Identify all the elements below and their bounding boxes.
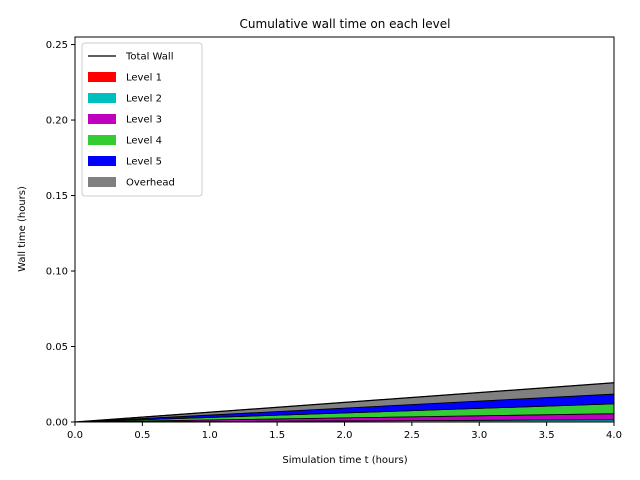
y-tick-label: 0.00 xyxy=(46,418,68,429)
y-tick-label: 0.25 xyxy=(46,40,68,51)
legend-label: Level 1 xyxy=(126,73,162,84)
x-tick-label: 3.5 xyxy=(539,430,555,441)
y-tick-label: 0.15 xyxy=(46,191,68,202)
legend-swatch-3 xyxy=(88,114,116,124)
x-tick-label: 1.5 xyxy=(269,430,285,441)
y-tick-label: 0.20 xyxy=(46,116,68,127)
legend-swatch-5 xyxy=(88,156,116,166)
x-tick-label: 0.0 xyxy=(67,430,83,441)
y-axis: 0.00 0.05 0.10 0.15 0.20 0.25 xyxy=(46,40,75,429)
legend-label: Level 2 xyxy=(126,94,162,105)
x-axis-label: Simulation time t (hours) xyxy=(282,455,407,466)
x-tick-label: 2.0 xyxy=(337,430,353,441)
x-tick-label: 0.5 xyxy=(134,430,150,441)
x-tick-label: 4.0 xyxy=(606,430,622,441)
x-tick-label: 3.0 xyxy=(471,430,487,441)
x-tick-label: 2.5 xyxy=(404,430,420,441)
x-axis: 0.0 0.5 1.0 1.5 2.0 2.5 3.0 3.5 4.0 xyxy=(67,422,622,441)
chart-title: Cumulative wall time on each level xyxy=(240,17,451,31)
legend: Total Wall Level 1 Level 2 Level 3 Level 4 Le… xyxy=(81,42,203,197)
total-wall-line xyxy=(74,382,615,423)
legend-label: Level 4 xyxy=(126,136,162,147)
legend-label: Level 3 xyxy=(126,115,162,126)
plot-area xyxy=(74,36,615,423)
legend-swatch-6 xyxy=(88,177,116,187)
y-tick-label: 0.10 xyxy=(46,267,68,278)
legend-swatch-1 xyxy=(88,72,116,82)
x-tick-label: 1.0 xyxy=(202,430,218,441)
legend-label: Overhead xyxy=(126,178,175,189)
legend-swatch-2 xyxy=(88,93,116,103)
y-axis-label: Wall time (hours) xyxy=(17,186,28,272)
legend-swatch-4 xyxy=(88,135,116,145)
y-tick-label: 0.05 xyxy=(46,342,68,353)
legend-label: Total Wall xyxy=(125,52,173,63)
legend-label: Level 5 xyxy=(126,157,162,168)
